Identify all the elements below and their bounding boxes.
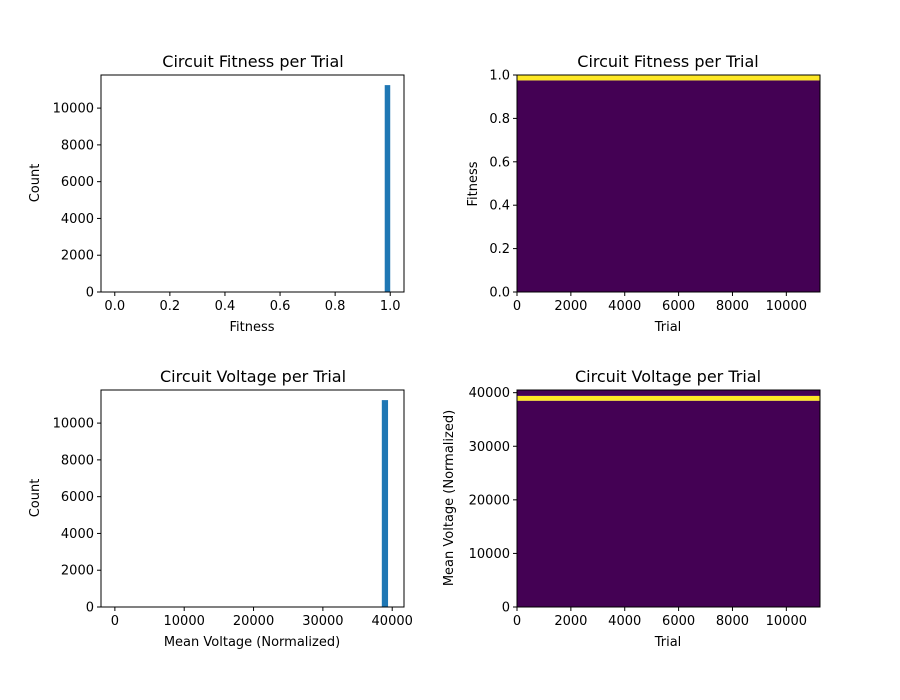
y-tick-label: 10000: [469, 547, 510, 562]
y-tick-label: 10000: [53, 102, 94, 117]
y-tick-label: 6000: [61, 490, 94, 505]
x-tick-label: 0: [513, 299, 521, 314]
y-tick-label: 0.0: [489, 286, 510, 301]
chart-title: Circuit Fitness per Trial: [577, 52, 758, 71]
plot-area: 0.0 0.2 0.4 0.6 0.8 1.0 0 2000 4000 6000 8000 10000: [53, 85, 401, 314]
axes-frame: [516, 74, 821, 293]
panel-voltage-histogram: Circuit Voltage per Trial 0 10000 20000 300…: [28, 367, 413, 650]
y-axis-label: Count: [28, 479, 43, 518]
heatmap-band: [517, 75, 820, 81]
y-axis-label: Mean Voltage (Normalized): [442, 410, 457, 586]
plot-area: 0 2000 4000 6000 8000 10000 0 10000 20000 30000 40…: [469, 386, 820, 629]
y-tick-label: 20000: [469, 493, 510, 508]
x-tick-label: 0: [513, 614, 521, 629]
axes-frame: [100, 389, 405, 608]
y-tick-label: 0: [86, 286, 94, 301]
y-tick-label: 0.2: [489, 242, 510, 257]
y-tick-label: 1.0: [489, 69, 510, 84]
heatmap-band: [517, 400, 820, 607]
x-tick-label: 1.0: [380, 299, 401, 314]
y-axis-label: Fitness: [466, 161, 481, 206]
x-tick-label: 0.6: [270, 299, 291, 314]
x-tick-label: 4000: [608, 614, 641, 629]
x-tick-label: 8000: [716, 299, 749, 314]
y-tick-label: 0: [86, 601, 94, 616]
y-tick-label: 4000: [61, 527, 94, 542]
axes-frame: [100, 74, 405, 293]
x-axis-label: Trial: [654, 320, 682, 335]
chart-title: Circuit Voltage per Trial: [575, 367, 761, 386]
x-tick-label: 2000: [554, 614, 587, 629]
x-tick-label: 0.2: [160, 299, 181, 314]
x-tick-label: 0.8: [325, 299, 346, 314]
x-tick-label: 10000: [164, 614, 205, 629]
y-tick-label: 6000: [61, 175, 94, 190]
x-tick-label: 2000: [554, 299, 587, 314]
heatmap-band: [517, 80, 820, 292]
x-tick-label: 8000: [716, 614, 749, 629]
panel-fitness-histogram: Circuit Fitness per Trial 0.0 0.2 0.4 0.6 0.…: [28, 52, 405, 335]
heatmap-band: [517, 390, 820, 396]
x-tick-label: 4000: [608, 299, 641, 314]
plot-area: 0 2000 4000 6000 8000 10000 0.0 0.2 0.4 0.6 0.8 1.0: [489, 69, 820, 314]
x-tick-label: 6000: [662, 614, 695, 629]
y-tick-label: 8000: [61, 138, 94, 153]
chart-title: Circuit Fitness per Trial: [162, 52, 343, 71]
y-tick-label: 10000: [53, 417, 94, 432]
x-axis-label: Mean Voltage (Normalized): [164, 635, 340, 650]
y-tick-label: 8000: [61, 453, 94, 468]
x-tick-label: 0.4: [215, 299, 236, 314]
plot-area: 0 10000 20000 30000 40000 0 2000 4000 6000 8000 10…: [53, 400, 413, 629]
x-tick-label: 40000: [372, 614, 413, 629]
heatmap-band: [517, 395, 820, 401]
x-tick-label: 20000: [233, 614, 274, 629]
axes-frame: [516, 389, 821, 608]
panel-fitness-heatmap: Circuit Fitness per Trial 0 2000 4000 6000 8…: [466, 52, 821, 335]
x-axis-label: Trial: [654, 635, 682, 650]
x-tick-label: 30000: [302, 614, 343, 629]
histogram-bar: [384, 85, 391, 292]
x-tick-label: 0: [111, 614, 119, 629]
x-tick-label: 10000: [766, 299, 807, 314]
y-tick-label: 30000: [469, 440, 510, 455]
y-tick-label: 0.4: [489, 199, 510, 214]
y-tick-label: 2000: [61, 249, 94, 264]
x-tick-label: 6000: [662, 299, 695, 314]
y-axis-label: Count: [28, 164, 43, 203]
y-tick-label: 0.6: [489, 155, 510, 170]
y-tick-label: 0: [502, 601, 510, 616]
chart-title: Circuit Voltage per Trial: [160, 367, 346, 386]
y-tick-label: 0.8: [489, 112, 510, 127]
x-tick-label: 0.0: [104, 299, 125, 314]
histogram-bar: [381, 400, 389, 607]
y-tick-label: 4000: [61, 212, 94, 227]
panel-voltage-heatmap: Circuit Voltage per Trial 0 2000 4000 6000 8…: [442, 367, 821, 650]
y-tick-label: 40000: [469, 386, 510, 401]
x-tick-label: 10000: [766, 614, 807, 629]
y-tick-label: 2000: [61, 564, 94, 579]
x-axis-label: Fitness: [229, 320, 274, 335]
